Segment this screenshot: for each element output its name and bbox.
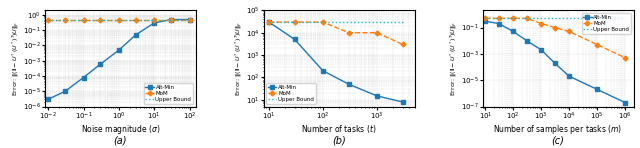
Alt-Min bbox=[523, 40, 531, 42]
MoM bbox=[44, 19, 52, 20]
MoM bbox=[523, 17, 531, 19]
Alt-Min bbox=[495, 23, 502, 24]
Line: Alt-Min: Alt-Min bbox=[47, 18, 191, 101]
Alt-Min bbox=[61, 90, 69, 92]
Upper Bound bbox=[265, 21, 273, 23]
MoM bbox=[167, 19, 175, 20]
Alt-Min bbox=[373, 95, 381, 97]
MoM bbox=[132, 19, 140, 20]
MoM bbox=[399, 44, 406, 45]
Alt-Min bbox=[167, 19, 175, 20]
MoM bbox=[593, 44, 601, 46]
MoM bbox=[551, 27, 559, 28]
Upper Bound bbox=[481, 17, 489, 19]
MoM bbox=[495, 17, 502, 19]
Y-axis label: Error: $\|(\mathbf{I} - U^*(U^*)^T)U\|_F$: Error: $\|(\mathbf{I} - U^*(U^*)^T)U\|_F… bbox=[11, 21, 21, 96]
Upper Bound bbox=[399, 21, 406, 23]
MoM bbox=[345, 32, 353, 34]
Alt-Min bbox=[551, 62, 559, 64]
MoM bbox=[373, 32, 381, 34]
X-axis label: Number of samples per tasks ($m$): Number of samples per tasks ($m$) bbox=[493, 123, 623, 136]
X-axis label: Number of tasks ($t$): Number of tasks ($t$) bbox=[301, 123, 377, 135]
Alt-Min bbox=[115, 49, 123, 51]
X-axis label: Noise magnitude ($\sigma$): Noise magnitude ($\sigma$) bbox=[81, 123, 160, 136]
Text: (a): (a) bbox=[113, 135, 127, 145]
Legend: Alt-Min, MoM, Upper Bound: Alt-Min, MoM, Upper Bound bbox=[144, 83, 193, 104]
MoM bbox=[80, 19, 88, 20]
Legend: Alt-Min, MoM, Upper Bound: Alt-Min, MoM, Upper Bound bbox=[266, 83, 316, 104]
Legend: Alt-Min, MoM, Upper Bound: Alt-Min, MoM, Upper Bound bbox=[582, 13, 631, 34]
Alt-Min bbox=[80, 77, 88, 78]
Y-axis label: Error: $\|(\mathbf{I} - U^*(U^*)^T)U\|_F$: Error: $\|(\mathbf{I} - U^*(U^*)^T)U\|_F… bbox=[234, 21, 244, 96]
Upper Bound bbox=[186, 19, 193, 20]
Alt-Min bbox=[509, 31, 517, 32]
MoM bbox=[565, 31, 573, 32]
Alt-Min bbox=[319, 70, 327, 72]
Line: Alt-Min: Alt-Min bbox=[268, 20, 404, 104]
Line: MoM: MoM bbox=[484, 17, 627, 59]
MoM bbox=[621, 57, 629, 59]
Alt-Min bbox=[132, 34, 140, 36]
Text: (c): (c) bbox=[552, 135, 564, 145]
MoM bbox=[186, 19, 193, 20]
MoM bbox=[509, 17, 517, 19]
MoM bbox=[265, 21, 273, 23]
Alt-Min bbox=[291, 39, 298, 40]
Upper Bound bbox=[621, 17, 629, 19]
Alt-Min bbox=[538, 49, 545, 51]
Alt-Min bbox=[345, 83, 353, 85]
MoM bbox=[319, 21, 327, 23]
Y-axis label: Error: $\|(\mathbf{I} - U^*(U^*)^T)U\|_F$: Error: $\|(\mathbf{I} - U^*(U^*)^T)U\|_F… bbox=[449, 21, 460, 96]
Alt-Min bbox=[621, 102, 629, 103]
Line: Alt-Min: Alt-Min bbox=[484, 20, 627, 104]
Alt-Min bbox=[150, 22, 158, 24]
Alt-Min bbox=[44, 98, 52, 100]
Line: MoM: MoM bbox=[47, 18, 191, 21]
MoM bbox=[481, 17, 489, 19]
Alt-Min bbox=[481, 20, 489, 22]
Alt-Min bbox=[593, 89, 601, 90]
MoM bbox=[97, 19, 104, 20]
MoM bbox=[150, 19, 158, 20]
MoM bbox=[538, 23, 545, 24]
Alt-Min bbox=[97, 63, 104, 65]
Alt-Min bbox=[265, 21, 273, 23]
Line: MoM: MoM bbox=[268, 20, 404, 46]
MoM bbox=[61, 19, 69, 20]
Alt-Min bbox=[399, 101, 406, 103]
MoM bbox=[291, 21, 298, 23]
Text: (b): (b) bbox=[332, 135, 346, 145]
Alt-Min bbox=[186, 19, 193, 20]
Alt-Min bbox=[565, 75, 573, 77]
Upper Bound bbox=[44, 19, 52, 20]
MoM bbox=[115, 19, 123, 20]
